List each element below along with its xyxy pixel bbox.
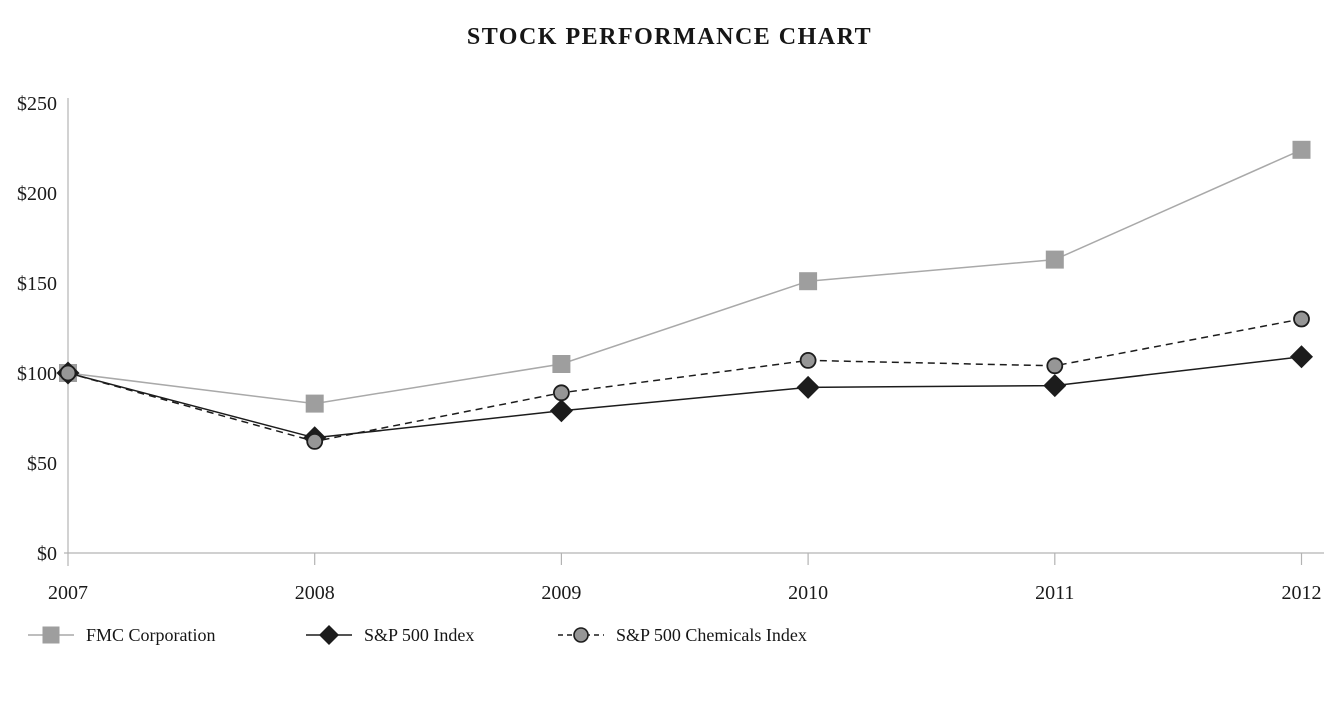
- y-tick-label-50: $50: [27, 453, 57, 475]
- x-tick-label-2009: 2009: [541, 582, 581, 604]
- series-marker-circle-s-p-500-chemicals-index-2011: [1046, 357, 1064, 375]
- series-line-s-p-500-chemicals-index: [67, 318, 1302, 443]
- series-marker-circle-s-p-500-chemicals-index-2007: [59, 364, 77, 382]
- series-line-s-p-500-index: [67, 356, 1302, 439]
- series-marker-circle-s-p-500-chemicals-index-2010: [799, 351, 817, 369]
- series-marker-circle-s-p-500-chemicals-index-2012: [1293, 310, 1310, 328]
- series-line-fmc-corporation: [67, 149, 1302, 405]
- legend-item-sp500-chemicals-index: S&P 500 Chemicals Index: [558, 620, 807, 650]
- x-tick-label-2007: 2007: [48, 582, 88, 604]
- y-axis-labels: $250 $200 $150 $100 $50 $0: [17, 93, 57, 565]
- x-tick-label-2012: 2012: [1282, 582, 1322, 604]
- series-marker-diamond-s-p-500-index-2009: [549, 399, 573, 423]
- legend-label-sp500-index: S&P 500 Index: [364, 624, 475, 645]
- chemicals-circle-marker-icon: [558, 627, 604, 643]
- legend-item-sp500-index: S&P 500 Index: [306, 620, 474, 650]
- y-tick-label-250: $250: [17, 93, 57, 115]
- legend-label-fmc-corporation: FMC Corporation: [86, 624, 216, 645]
- legend-item-fmc-corporation: FMC Corporation: [28, 620, 216, 650]
- x-tick-label-2011: 2011: [1035, 582, 1074, 604]
- series-marker-square-fmc-corporation-2010: [799, 272, 818, 291]
- y-tick-label-100: $100: [17, 363, 57, 385]
- y-tick-label-0: $0: [37, 543, 57, 565]
- series-marker-square-fmc-corporation-2009: [552, 355, 571, 373]
- sp500-diamond-marker-icon: [306, 625, 352, 645]
- series-marker-square-fmc-corporation-2012: [1292, 140, 1311, 159]
- series-marker-diamond-s-p-500-index-2011: [1043, 374, 1067, 398]
- y-tick-label-200: $200: [17, 183, 57, 205]
- series-marker-diamond-s-p-500-index-2010: [796, 375, 820, 399]
- series-marker-circle-s-p-500-chemicals-index-2008: [306, 432, 324, 450]
- series-layer: [56, 140, 1313, 450]
- series-marker-diamond-s-p-500-index-2012: [1290, 345, 1313, 369]
- series-marker-circle-s-p-500-chemicals-index-2009: [553, 384, 570, 402]
- x-axis-labels: 2007 2008 2009 2010 2011 2012: [48, 582, 1322, 604]
- x-tick-label-2008: 2008: [295, 582, 335, 604]
- x-tick-label-2010: 2010: [788, 582, 828, 604]
- series-marker-square-fmc-corporation-2011: [1045, 250, 1064, 269]
- y-tick-label-150: $150: [17, 273, 57, 295]
- x-axis-ticks: [314, 553, 1303, 565]
- chart-title: STOCK PERFORMANCE CHART: [466, 24, 873, 50]
- legend: FMC Corporation S&P 500 Index S&P 500 Ch…: [0, 620, 1339, 650]
- fmc-square-marker-icon: [28, 626, 74, 644]
- series-marker-square-fmc-corporation-2008: [305, 394, 324, 413]
- legend-label-sp500-chemicals-index: S&P 500 Chemicals Index: [616, 624, 807, 645]
